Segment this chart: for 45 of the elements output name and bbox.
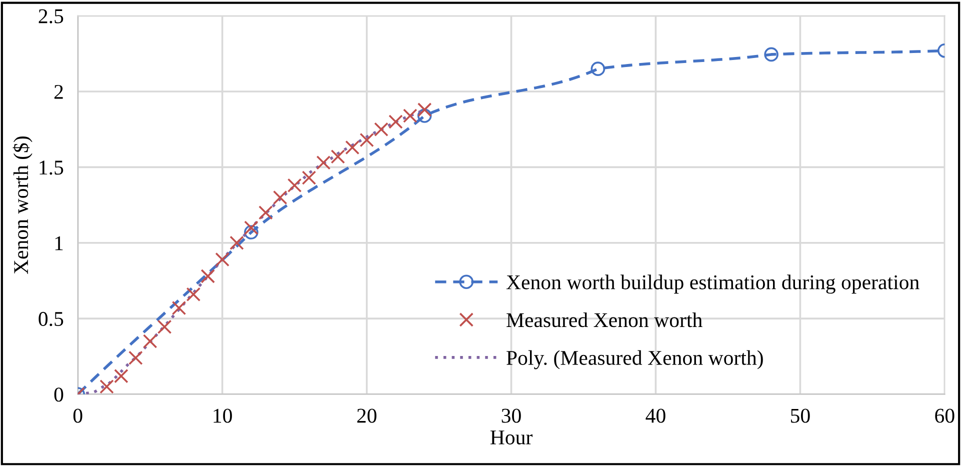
y-tick-label: 0.5 [38, 312, 64, 326]
point [142, 334, 158, 348]
x-axis-title: Hour [490, 430, 532, 444]
x-tick-label: 20 [357, 408, 376, 423]
point [128, 350, 143, 366]
x-tick-label: 30 [502, 408, 521, 423]
point [374, 122, 388, 137]
y-tick-label: 2 [54, 84, 63, 99]
point [244, 225, 258, 240]
point [330, 149, 346, 164]
y-axis-title: Xenon worth ($) [12, 136, 32, 274]
point [388, 114, 403, 129]
point [272, 190, 288, 205]
point [345, 140, 360, 155]
point [316, 156, 331, 170]
x-tick-label: 10 [214, 408, 232, 423]
point [172, 300, 186, 316]
point [590, 62, 606, 76]
point [215, 252, 230, 267]
legend-label: Xenon worth buildup estimation during operation [506, 274, 920, 294]
point [157, 320, 172, 334]
point [360, 132, 374, 148]
x-tick-label: 60 [935, 408, 954, 423]
x-tick-label: 0 [73, 408, 82, 423]
y-tick-label: 1 [55, 236, 63, 250]
point [287, 178, 302, 193]
point [302, 170, 316, 185]
x-tick-label: 40 [646, 408, 666, 423]
legend-label: Poly. (Measured Xenon worth) [506, 350, 763, 370]
point [417, 108, 432, 123]
point [244, 220, 258, 235]
point [230, 236, 244, 250]
point [114, 368, 128, 384]
point [200, 269, 216, 284]
point [417, 102, 432, 117]
point [186, 287, 201, 302]
y-tick-label: 0 [54, 388, 64, 402]
point [100, 380, 114, 394]
point [764, 47, 778, 62]
y-tick-label: 2.5 [38, 9, 64, 24]
x-tick-label: 50 [790, 408, 810, 423]
point [258, 205, 273, 220]
legend-label: Measured Xenon worth [506, 312, 702, 328]
y-tick-label: 1.5 [40, 160, 64, 175]
point [402, 108, 418, 123]
